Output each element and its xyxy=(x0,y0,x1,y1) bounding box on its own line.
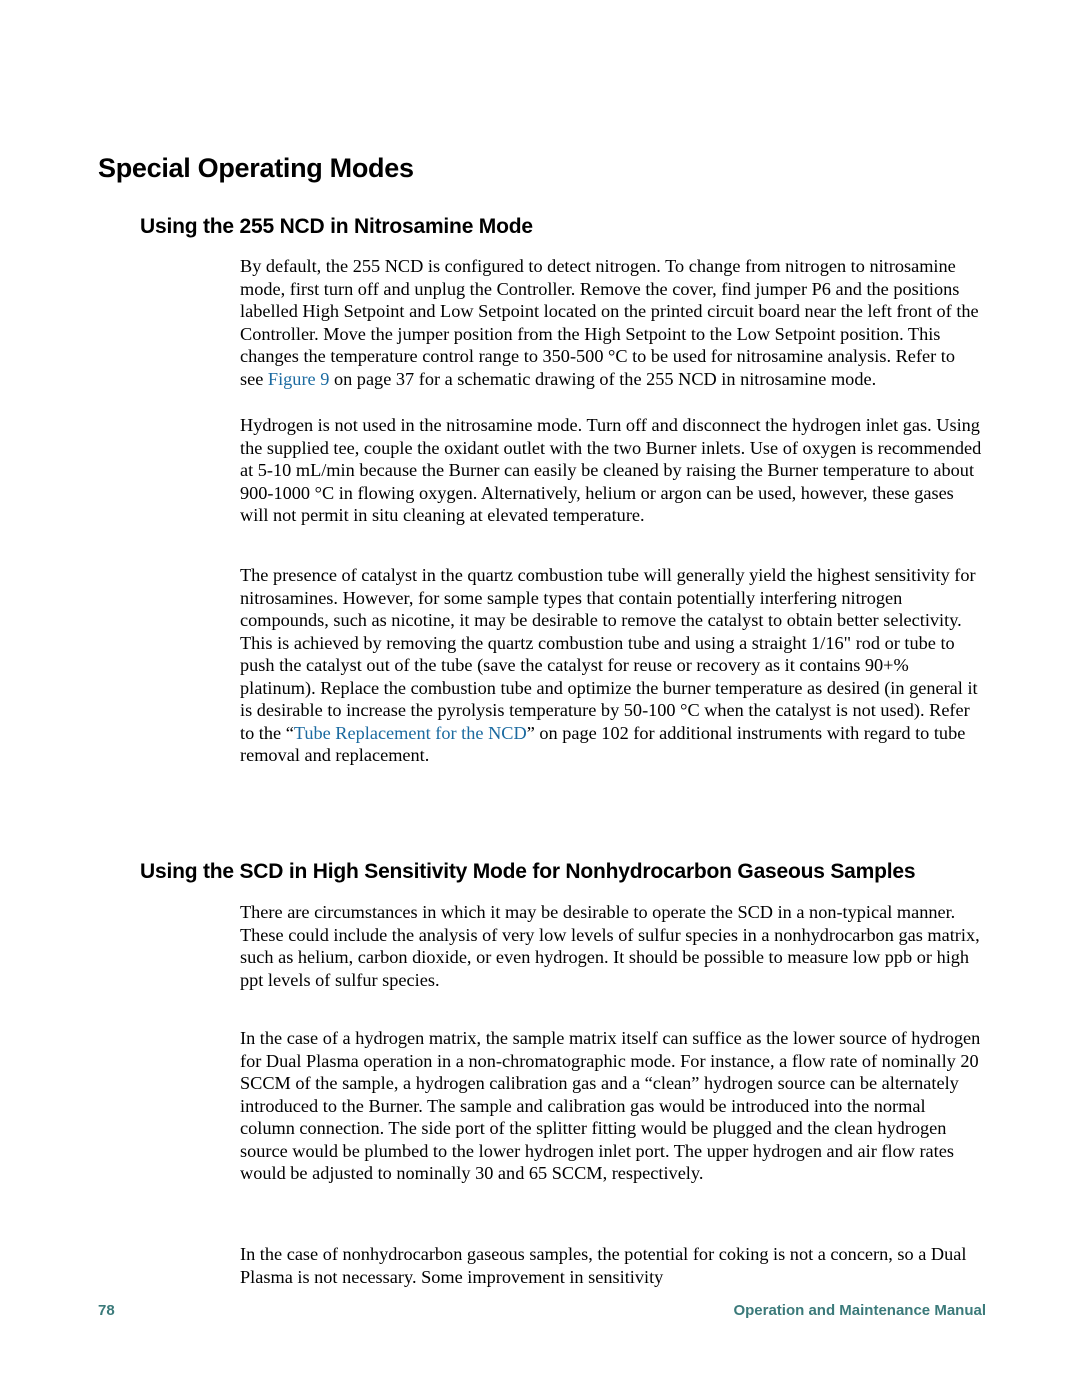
paragraph-5: In the case of a hydrogen matrix, the sa… xyxy=(240,1027,982,1185)
paragraph-6: In the case of nonhydrocarbon gaseous sa… xyxy=(240,1243,982,1288)
paragraph-4: There are circumstances in which it may … xyxy=(240,901,982,991)
page-number: 78 xyxy=(98,1302,115,1319)
subsection-heading-scd: Using the SCD in High Sensitivity Mode f… xyxy=(140,860,915,884)
p3-text-a: The presence of catalyst in the quartz c… xyxy=(240,565,978,743)
figure-9-link[interactable]: Figure 9 xyxy=(268,369,329,389)
paragraph-2: Hydrogen is not used in the nitrosamine … xyxy=(240,414,982,527)
section-heading: Special Operating Modes xyxy=(98,153,414,184)
p1-text-b: on page 37 for a schematic drawing of th… xyxy=(329,369,876,389)
tube-replacement-link[interactable]: Tube Replacement for the NCD xyxy=(294,723,527,743)
manual-page: Special Operating Modes Using the 255 NC… xyxy=(0,0,1080,1397)
manual-title-footer: Operation and Maintenance Manual xyxy=(733,1302,986,1319)
paragraph-1: By default, the 255 NCD is configured to… xyxy=(240,255,982,390)
paragraph-3: The presence of catalyst in the quartz c… xyxy=(240,564,982,767)
subsection-heading-nitrosamine: Using the 255 NCD in Nitrosamine Mode xyxy=(140,215,533,239)
